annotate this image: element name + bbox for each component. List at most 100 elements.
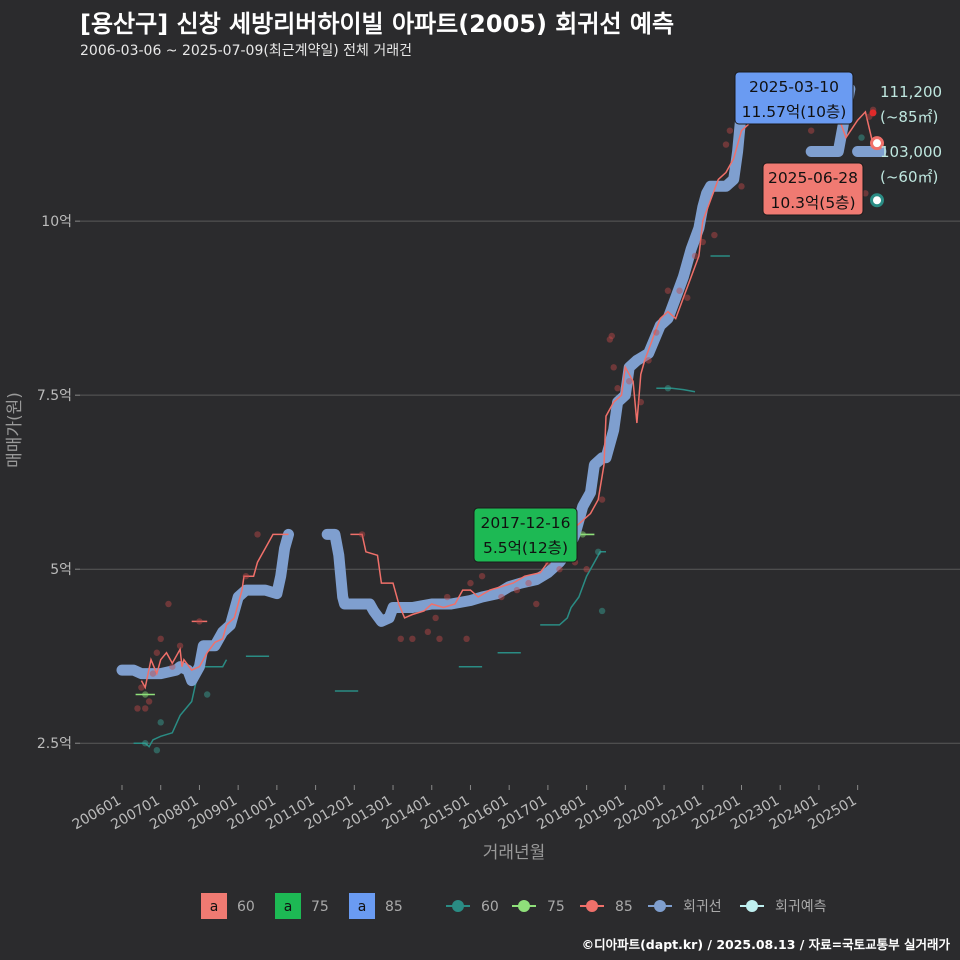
scatter-point-75 — [579, 531, 586, 538]
scatter-point-85 — [726, 127, 734, 134]
scatter-point-85 — [608, 332, 615, 340]
x-axis-title: 거래년월 — [483, 843, 546, 863]
scatter-point-85 — [242, 572, 250, 580]
legend-label: 회귀예측 — [775, 899, 827, 915]
scatter-point-85 — [664, 287, 672, 294]
scatter-point-75 — [142, 691, 149, 698]
scatter-point-85 — [358, 531, 366, 538]
y-tick-label: 7.5억 — [37, 388, 72, 404]
scatter-points — [134, 106, 884, 754]
legend-glyph: a — [210, 899, 219, 915]
scatter-point-85 — [432, 614, 439, 622]
scatter-point-85 — [626, 378, 633, 385]
scatter-point-85 — [691, 252, 699, 260]
legend-label: 회귀선 — [683, 899, 722, 915]
series-line-regression — [321, 76, 763, 627]
forecast-point-85 — [870, 136, 884, 151]
annotation-price: 11.57억(10층) — [742, 103, 847, 121]
scatter-point-85 — [467, 579, 474, 587]
latest-point-85 — [869, 109, 877, 117]
legend-label: 60 — [481, 899, 499, 915]
chart-subtitle: 2006-03-06 ~ 2025-07-09(최근계약일) 전체 거래건 — [80, 43, 412, 59]
scatter-point-85 — [149, 670, 157, 677]
legend-glyph: a — [284, 899, 293, 915]
legend-swatch-dot — [654, 900, 666, 912]
series-line-s60 — [656, 387, 696, 393]
scatter-point-85 — [397, 635, 404, 643]
legend-swatch-dot — [518, 900, 530, 912]
scatter-point-85 — [684, 294, 691, 301]
scatter-point-85 — [444, 593, 451, 601]
forecast-value-label: 103,000 — [880, 143, 942, 161]
legend-label: 75 — [311, 899, 329, 915]
scatter-point-60 — [664, 385, 672, 392]
scatter-point-85 — [142, 705, 149, 712]
legend-swatch-box — [201, 893, 227, 919]
scatter-point-60 — [598, 607, 606, 615]
annotation-box — [762, 162, 864, 216]
annotation-box — [473, 507, 578, 563]
scatter-point-85 — [176, 642, 184, 649]
series-line-regression — [116, 528, 294, 687]
scatter-point-85 — [498, 593, 505, 601]
legend-label: 85 — [385, 899, 403, 915]
forecast-area-label: (~85㎡) — [880, 108, 938, 126]
legend-label: 85 — [615, 899, 633, 915]
scatter-point-85 — [196, 618, 203, 625]
chart-title: [용산구] 신창 세방리버하이빌 아파트(2005) 회귀선 예측 — [80, 10, 675, 38]
legend-swatch-dot — [746, 900, 758, 912]
scatter-point-85 — [134, 705, 141, 712]
scatter-point-85 — [533, 600, 540, 608]
scatter-point-85 — [711, 231, 718, 239]
y-tick-label: 10억 — [41, 214, 72, 230]
annotation-date: 2025-06-28 — [768, 169, 858, 187]
scatter-point-85 — [699, 238, 706, 246]
scatter-point-85 — [409, 635, 416, 643]
scatter-point-85 — [556, 566, 563, 573]
annotation-date: 2017-12-16 — [480, 514, 570, 532]
scatter-point-60 — [153, 746, 161, 754]
scatter-point-85 — [145, 698, 153, 705]
legend-swatch-box — [275, 893, 301, 919]
scatter-point-85 — [738, 183, 745, 190]
x-axis-ticks: 2006012007012008012009012010012011012012… — [70, 785, 860, 833]
scatter-point-85 — [165, 600, 172, 608]
y-axis-ticks: 2.5억 5억 7.5억 10억 — [37, 214, 80, 752]
scatter-point-85 — [610, 364, 617, 371]
scatter-point-60 — [595, 548, 602, 556]
scatter-point-60 — [203, 691, 211, 698]
legend-swatch-box — [349, 893, 375, 919]
scatter-point-85 — [478, 572, 486, 580]
scatter-point-85 — [722, 141, 730, 148]
annotation-price: 10.3억(5층) — [771, 194, 856, 212]
scatter-point-85 — [807, 127, 815, 134]
y-tick-label: 2.5억 — [37, 736, 72, 752]
credit-text: ©디아파트(dapt.kr) / 2025.08.13 / 자료=국토교통부 실… — [581, 937, 950, 952]
scatter-point-85 — [598, 496, 606, 503]
scatter-point-85 — [153, 649, 161, 656]
annotation-price: 5.5억(12층) — [483, 539, 568, 557]
scatter-point-85 — [606, 336, 614, 343]
scatter-point-85 — [463, 635, 470, 643]
scatter-point-60 — [858, 134, 865, 141]
scatter-point-85 — [862, 190, 869, 197]
y-tick-label: 5억 — [50, 562, 72, 578]
scatter-point-60 — [157, 719, 164, 726]
series-line-s60 — [133, 659, 228, 748]
forecast-area-label: (~60㎡) — [880, 168, 938, 186]
scatter-point-85 — [436, 635, 443, 643]
scatter-point-85 — [254, 531, 261, 538]
forecast-value-label: 111,200 — [880, 83, 942, 101]
scatter-point-85 — [157, 635, 164, 643]
grid-lines — [80, 220, 960, 744]
series-line-s85 — [140, 533, 289, 690]
legend-swatch-dot — [452, 900, 464, 912]
scatter-point-85 — [637, 398, 645, 406]
scatter-point-85 — [525, 579, 532, 587]
scatter-point-85 — [653, 329, 660, 336]
legend: a 60 a 75 a 85 60 75 85 회귀선 회귀예측 — [201, 893, 827, 919]
scatter-point-85 — [583, 566, 590, 573]
scatter-point-85 — [138, 684, 145, 691]
scatter-point-85 — [645, 357, 652, 364]
